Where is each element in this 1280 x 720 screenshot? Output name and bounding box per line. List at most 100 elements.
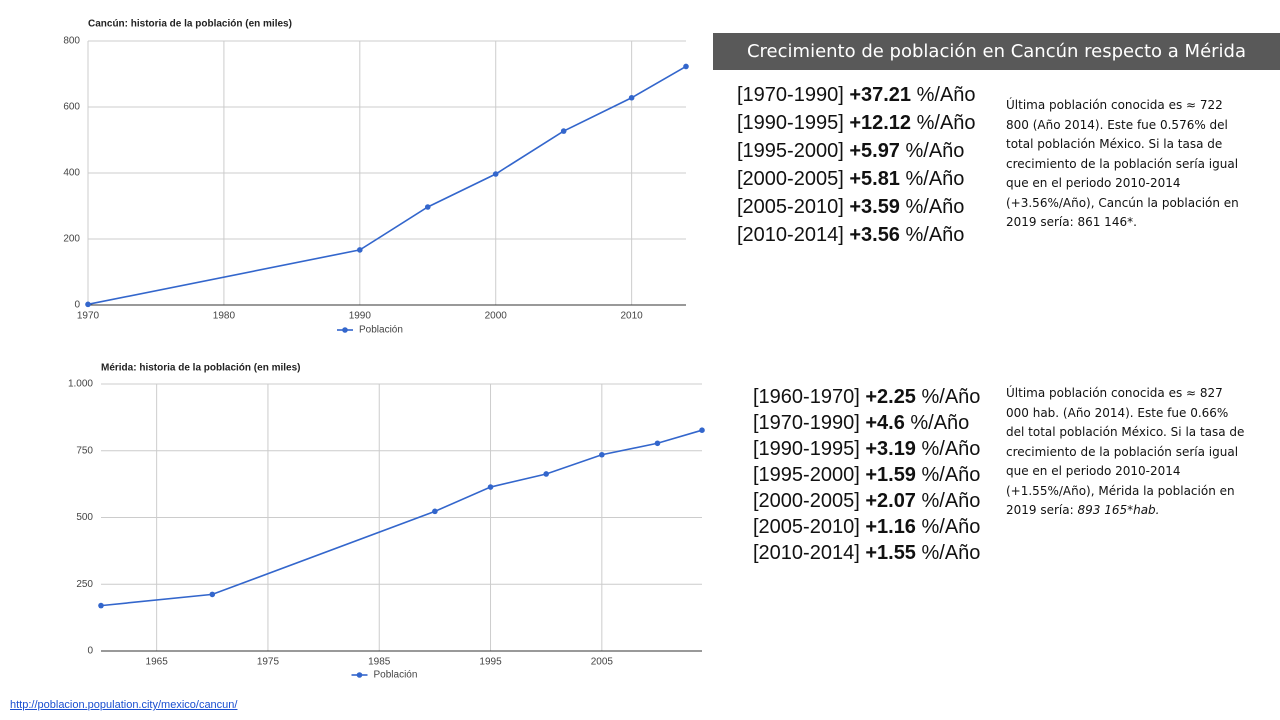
rate-value: +2.07 <box>865 490 916 512</box>
legend-label: Población <box>374 670 418 681</box>
rate-value: +5.97 <box>849 140 900 162</box>
rate-row: [2005-2010] +3.59 %/Año <box>737 193 976 221</box>
rate-value: +1.59 <box>865 464 916 486</box>
x-tick-label: 1980 <box>213 311 236 322</box>
unit: %/Año <box>921 438 981 460</box>
note-text: Última población conocida es ≈ 827 000 h… <box>1006 386 1245 517</box>
x-tick-label: 1985 <box>368 657 391 668</box>
rate-value: +4.6 <box>865 412 905 434</box>
period: [1960-1970] <box>753 386 860 408</box>
point <box>628 94 635 101</box>
unit: %/Año <box>921 490 981 512</box>
rate-row: [2000-2005] +2.07 %/Año <box>753 488 980 514</box>
rate-value: +5.81 <box>849 168 900 190</box>
rate-row: [2010-2014] +3.56 %/Año <box>737 221 976 249</box>
charts: Cancún: historia de la población (en mil… <box>63 19 705 681</box>
heading: Crecimiento de población en Cancún respe… <box>713 33 1280 70</box>
rate-row: [1990-1995] +3.19 %/Año <box>753 436 980 462</box>
point <box>560 128 567 134</box>
period: [1970-1990] <box>737 84 844 106</box>
legend-label: Población <box>359 325 403 336</box>
rate-table: [1970-1990] +37.21 %/Año [1990-1995] +12.… <box>737 81 976 249</box>
y-tick-label: 600 <box>63 102 80 113</box>
rate-value: +37.21 <box>849 84 912 106</box>
point <box>424 204 431 210</box>
point <box>85 301 91 308</box>
period: [2005-2010] <box>737 196 844 218</box>
chart-title: Mérida: historia de la población (en mil… <box>101 363 300 374</box>
rate-value: +3.56 <box>849 224 900 246</box>
period: [1990-1995] <box>737 112 844 134</box>
unit: %/Año <box>905 168 965 190</box>
point <box>98 602 104 609</box>
note: Última población conocida es ≈ 722 800 (… <box>1006 96 1246 233</box>
x-tick-label: 2000 <box>485 311 508 322</box>
unit: %/Año <box>921 386 981 408</box>
rate-row: [1970-1990] +4.6 %/Año <box>753 410 980 436</box>
y-tick-label: 1.000 <box>68 379 93 390</box>
x-tick-label: 1970 <box>77 311 100 322</box>
y-tick-label: 500 <box>76 512 93 523</box>
line <box>100 429 703 607</box>
point <box>357 247 363 253</box>
rate-row: [1995-2000] +1.59 %/Año <box>753 462 980 488</box>
legend-dot <box>342 327 348 333</box>
y-tick-label: 750 <box>76 445 93 456</box>
source-link[interactable]: http://poblacion.population.city/mexico/… <box>10 699 238 711</box>
y-tick-label: 400 <box>63 168 80 179</box>
note-text: Última población conocida es ≈ 722 800 (… <box>1006 98 1239 229</box>
rate-value: +1.55 <box>865 542 916 564</box>
rate-row: [1990-1995] +12.12 %/Año <box>737 109 976 137</box>
rate-row: [1995-2000] +5.97 %/Año <box>737 137 976 165</box>
unit: %/Año <box>905 224 965 246</box>
unit: %/Año <box>916 112 976 134</box>
x-tick-label: 1965 <box>146 657 169 668</box>
point <box>487 484 494 490</box>
period: [2000-2005] <box>737 168 844 190</box>
x-tick-label: 2005 <box>591 657 614 668</box>
y-tick-label: 0 <box>87 646 93 657</box>
rate-value: +12.12 <box>849 112 912 134</box>
line <box>87 65 687 306</box>
x-tick-label: 1995 <box>479 657 502 668</box>
y-tick-label: 800 <box>63 36 80 47</box>
y-tick-label: 250 <box>76 579 93 590</box>
unit: %/Año <box>905 140 965 162</box>
y-tick-label: 0 <box>74 300 80 311</box>
unit: %/Año <box>910 412 970 434</box>
unit: %/Año <box>916 84 976 106</box>
unit: %/Año <box>921 464 981 486</box>
point <box>492 171 499 177</box>
rate-row: [2000-2005] +5.81 %/Año <box>737 165 976 193</box>
rate-value: +3.19 <box>865 438 916 460</box>
y-tick-label: 200 <box>63 234 80 245</box>
point <box>699 427 705 433</box>
unit: %/Año <box>921 542 981 564</box>
point <box>654 440 661 447</box>
period: [1990-1995] <box>753 438 860 460</box>
rate-value: +1.16 <box>865 516 916 538</box>
period: [1970-1990] <box>753 412 860 434</box>
note: Última población conocida es ≈ 827 000 h… <box>1006 384 1246 521</box>
point <box>432 508 438 515</box>
period: [2005-2010] <box>753 516 860 538</box>
rate-row: [2010-2014] +1.55 %/Año <box>753 540 980 566</box>
point <box>543 471 549 477</box>
period: [2000-2005] <box>753 490 860 512</box>
period: [1995-2000] <box>737 140 844 162</box>
rate-row: [1960-1970] +2.25 %/Año <box>753 384 980 410</box>
period: [2010-2014] <box>737 224 844 246</box>
point <box>209 591 216 598</box>
legend-dot <box>356 672 363 678</box>
unit: %/Año <box>921 516 981 538</box>
period: [1995-2000] <box>753 464 860 486</box>
point <box>599 451 605 458</box>
rate-value: +3.59 <box>849 196 900 218</box>
x-tick-label: 1975 <box>257 657 280 668</box>
rate-row: [1970-1990] +37.21 %/Año <box>737 81 976 109</box>
rate-table: [1960-1970] +2.25 %/Año [1970-1990] +4.6 … <box>753 384 980 566</box>
rate-value: +2.25 <box>865 386 916 408</box>
unit: %/Año <box>905 196 965 218</box>
point <box>683 63 689 70</box>
